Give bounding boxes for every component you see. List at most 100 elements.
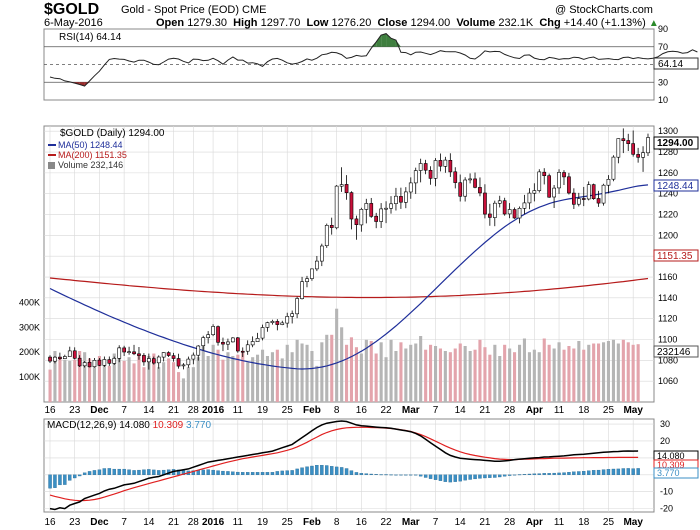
- candle-body: [384, 207, 388, 210]
- chart-title: $GOLD: [44, 1, 100, 18]
- candle-body: [285, 316, 290, 324]
- macd-x-tick-label: Feb: [303, 517, 321, 528]
- exchange-label: CME: [242, 4, 267, 16]
- candle-body: [107, 359, 112, 364]
- price-x-tick-label: 19: [257, 405, 269, 416]
- macd-histogram-bar: [409, 474, 413, 476]
- macd-histogram-bar: [428, 474, 433, 479]
- volume-bar: [127, 357, 131, 402]
- candle: [310, 268, 314, 281]
- candle-body: [542, 171, 547, 176]
- volume-bar: [374, 353, 378, 402]
- macd-histogram-bar: [369, 473, 373, 475]
- volume-bar: [379, 342, 383, 402]
- candle: [67, 346, 72, 357]
- candle: [156, 355, 161, 369]
- price-tick-label: 1240: [658, 189, 678, 199]
- volume-bar: [305, 344, 309, 402]
- candle-body: [339, 184, 344, 187]
- candles: [48, 128, 650, 370]
- candle: [542, 168, 547, 185]
- volume-bar: [518, 344, 522, 402]
- macd-histogram-bar: [270, 472, 275, 475]
- price-x-axis: 16 23 Dec 7 14 21 28 2016 11 19 25 Feb 8 16 22 Mar 7 14 21…: [44, 405, 643, 416]
- volume-bar: [597, 343, 601, 402]
- candle-body: [359, 209, 364, 226]
- candle-body: [581, 198, 586, 200]
- candle-body: [354, 218, 359, 225]
- candle-body: [295, 298, 300, 315]
- macd-histogram-bar: [63, 474, 67, 485]
- candle: [621, 128, 626, 154]
- candle-body: [58, 356, 62, 360]
- volume-bar: [132, 363, 136, 402]
- copyright: @ StockCharts.com: [555, 4, 653, 16]
- macd-histogram-bar: [374, 474, 378, 475]
- macd-histogram-bar: [157, 470, 161, 475]
- macd-x-tick-label: 25: [282, 517, 294, 528]
- volume-bar: [527, 352, 531, 402]
- price-x-tick-label: Feb: [303, 405, 321, 416]
- rsi-value-box: [653, 57, 699, 70]
- macd-x-tick-label: 18: [578, 517, 590, 528]
- volume-bar: [261, 349, 265, 402]
- volume-bar: [78, 351, 82, 402]
- candle-body: [606, 179, 611, 186]
- macd-histogram-bar: [498, 474, 502, 478]
- candle: [211, 324, 216, 337]
- volume-bar: [58, 358, 62, 402]
- candle-body: [211, 326, 216, 335]
- candle-body: [166, 352, 171, 356]
- histogram-value-box: [653, 467, 699, 479]
- candle: [606, 175, 611, 194]
- macd-histogram-bar: [216, 470, 220, 475]
- candle: [478, 177, 482, 197]
- ma50-value-label: 1248.44: [657, 181, 694, 192]
- macd-histogram-bar: [255, 472, 260, 475]
- rsi-tick-label: 30: [658, 77, 668, 87]
- candle: [626, 133, 631, 151]
- up-arrow-icon: ▲: [648, 18, 659, 29]
- candle: [176, 353, 181, 369]
- volume-tick-label: 100K: [19, 372, 40, 382]
- candle-body: [142, 355, 146, 363]
- macd-x-tick-label: 7: [121, 517, 127, 528]
- candle-body: [483, 192, 487, 215]
- candle-body: [221, 341, 225, 345]
- macd-histogram-bar: [414, 474, 418, 476]
- candle-body: [601, 184, 606, 204]
- volume-bar: [290, 352, 294, 402]
- volume-bar: [152, 353, 156, 402]
- macd-histogram-bar: [339, 467, 344, 475]
- macd-histogram-bar: [507, 474, 512, 476]
- candle-body: [576, 198, 581, 205]
- rsi-value-label: 64.14: [658, 59, 683, 70]
- macd-histogram-bar: [438, 474, 443, 481]
- macd-histogram-bar: [493, 474, 497, 478]
- volume-bar: [592, 343, 596, 402]
- candle: [231, 337, 235, 343]
- candle: [636, 147, 640, 163]
- macd-histogram-bar: [591, 470, 596, 475]
- volume-bar: [552, 348, 556, 402]
- candle-body: [552, 187, 556, 198]
- candle: [349, 191, 354, 230]
- macd-histogram-bar: [260, 472, 265, 475]
- macd-histogram-bar: [562, 472, 566, 475]
- candle-body: [87, 361, 92, 368]
- candle-body: [478, 187, 482, 194]
- candle-body: [567, 176, 571, 194]
- volume-bar: [177, 372, 181, 402]
- price-x-tick-label: 21: [168, 405, 180, 416]
- candle-body: [646, 137, 650, 154]
- macd-histogram-bar: [73, 474, 77, 479]
- macd-frame: [43, 418, 655, 513]
- price-x-tick-label: 14: [455, 405, 467, 416]
- volume-bar: [211, 344, 215, 402]
- volume-bars: [48, 308, 640, 402]
- volume-bar: [429, 344, 433, 402]
- volume-bar: [587, 344, 591, 402]
- macd-x-tick-label: 25: [603, 517, 615, 528]
- volume-axis: 100K 200K 300K 400K: [19, 297, 40, 382]
- candle-body: [418, 163, 423, 171]
